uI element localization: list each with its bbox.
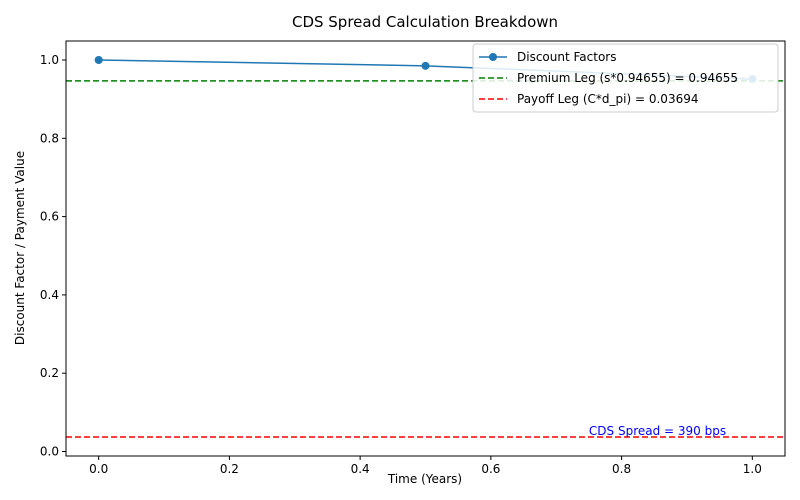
x-tick-label: 0.6 — [481, 462, 500, 476]
y-tick-label: 0.6 — [40, 210, 59, 224]
y-tick-label: 0.8 — [40, 131, 59, 145]
chart-title: CDS Spread Calculation Breakdown — [292, 13, 558, 31]
annotation-cds-spread: CDS Spread = 390 bps — [589, 424, 726, 438]
legend-label: Discount Factors — [517, 50, 616, 64]
data-point — [421, 61, 430, 70]
y-tick-label: 0.4 — [40, 288, 59, 302]
y-tick-label: 0.2 — [40, 366, 59, 380]
x-tick-label: 0.0 — [89, 462, 108, 476]
x-tick-label: 0.4 — [351, 462, 370, 476]
axes: 0.0 0.2 0.4 0.6 0.8 1.0 0.0 0.2 0.4 0.6 0.8 1.0 — [40, 53, 762, 476]
legend-label: Payoff Leg (C*d_pi) = 0.03694 — [517, 92, 698, 106]
x-tick-label: 0.8 — [612, 462, 631, 476]
x-axis-label: Time (Years) — [387, 472, 462, 486]
x-tick-label: 1.0 — [743, 462, 762, 476]
y-tick-label: 0.0 — [40, 444, 59, 458]
plot-frame — [65, 40, 786, 457]
legend-label: Premium Leg (s*0.94655) = 0.94655 — [517, 71, 738, 85]
legend-box — [472, 43, 779, 113]
y-tick-label: 1.0 — [40, 53, 59, 67]
plot-area: CDS Spread = 390 bps — [66, 55, 785, 438]
legend-swatch-marker — [489, 53, 497, 61]
x-tick-label: 0.2 — [220, 462, 239, 476]
data-point — [94, 55, 103, 64]
y-axis-label: Discount Factor / Payment Value — [13, 151, 27, 345]
legend: Discount Factors Premium Leg (s*0.94655) … — [472, 43, 779, 113]
